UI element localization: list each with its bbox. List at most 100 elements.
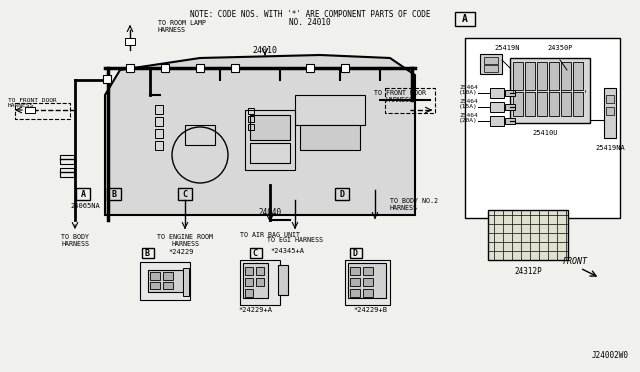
Bar bbox=[480, 54, 502, 74]
Bar bbox=[155, 141, 163, 150]
Text: *24229+A: *24229+A bbox=[238, 307, 272, 313]
Bar bbox=[60, 168, 74, 177]
Bar bbox=[348, 263, 386, 298]
Bar bbox=[341, 64, 349, 72]
Bar bbox=[183, 268, 189, 296]
Text: 24065NA: 24065NA bbox=[70, 203, 100, 209]
Bar bbox=[513, 62, 523, 90]
Text: B: B bbox=[145, 248, 150, 257]
Bar bbox=[185, 125, 215, 145]
Bar bbox=[161, 64, 169, 72]
Bar bbox=[243, 263, 268, 298]
Bar bbox=[125, 38, 135, 45]
Text: TO FRONT DOOR
HARNESS: TO FRONT DOOR HARNESS bbox=[374, 90, 426, 103]
Bar bbox=[455, 12, 475, 26]
Bar bbox=[345, 260, 390, 305]
Bar bbox=[561, 62, 571, 90]
Bar bbox=[178, 188, 192, 200]
Bar bbox=[245, 267, 253, 275]
Bar bbox=[484, 65, 498, 72]
Text: C: C bbox=[253, 248, 257, 257]
Bar bbox=[126, 64, 134, 72]
Bar bbox=[606, 95, 614, 103]
Bar bbox=[142, 248, 154, 258]
Bar bbox=[148, 270, 183, 292]
Bar bbox=[155, 129, 163, 138]
Bar bbox=[150, 272, 160, 280]
Bar bbox=[510, 58, 590, 123]
Bar bbox=[490, 116, 504, 126]
Text: 25464
(10A): 25464 (10A) bbox=[460, 84, 478, 95]
Text: B: B bbox=[111, 189, 116, 199]
Text: 24350P: 24350P bbox=[547, 45, 573, 51]
Bar bbox=[245, 278, 253, 286]
Bar bbox=[385, 88, 435, 113]
Text: 25464
(15A): 25464 (15A) bbox=[460, 99, 478, 109]
Bar bbox=[76, 188, 90, 200]
Bar bbox=[549, 92, 559, 116]
Text: 24040: 24040 bbox=[259, 208, 282, 217]
Text: NOTE: CODE NOS. WITH '*' ARE COMPONENT PARTS OF CODE: NOTE: CODE NOS. WITH '*' ARE COMPONENT P… bbox=[189, 10, 430, 19]
Bar bbox=[350, 289, 360, 297]
Bar bbox=[60, 155, 74, 164]
Bar bbox=[573, 62, 583, 90]
Text: TO EGI HARNESS: TO EGI HARNESS bbox=[267, 237, 323, 243]
Text: 25464
(20A): 25464 (20A) bbox=[460, 113, 478, 124]
Bar bbox=[245, 110, 295, 170]
Bar bbox=[256, 278, 264, 286]
Text: *24229+B: *24229+B bbox=[353, 307, 387, 313]
Bar bbox=[306, 64, 314, 72]
Bar bbox=[103, 75, 111, 83]
Text: TO BODY NO.2
HARNESS: TO BODY NO.2 HARNESS bbox=[390, 198, 438, 211]
Text: FRONT: FRONT bbox=[563, 257, 588, 266]
Text: D: D bbox=[339, 189, 344, 199]
Bar bbox=[606, 107, 614, 115]
Text: 24010: 24010 bbox=[253, 45, 278, 55]
Text: 25410U: 25410U bbox=[532, 130, 557, 136]
Bar bbox=[604, 88, 616, 138]
Polygon shape bbox=[105, 55, 415, 215]
Bar bbox=[350, 248, 362, 258]
Bar bbox=[245, 289, 253, 297]
Bar bbox=[505, 104, 515, 110]
Bar bbox=[363, 289, 373, 297]
Bar bbox=[363, 278, 373, 286]
Bar bbox=[505, 90, 515, 96]
Bar bbox=[163, 272, 173, 280]
Bar bbox=[537, 92, 547, 116]
Text: J24002W0: J24002W0 bbox=[591, 350, 628, 359]
Bar bbox=[561, 92, 571, 116]
Bar bbox=[150, 282, 160, 289]
Bar bbox=[490, 88, 504, 98]
Bar bbox=[250, 248, 262, 258]
Bar bbox=[465, 38, 620, 218]
Text: 24312P: 24312P bbox=[514, 267, 542, 276]
Text: *24345+A: *24345+A bbox=[270, 248, 304, 254]
Bar bbox=[107, 188, 121, 200]
Text: TO ROOM LAMP
HARNESS: TO ROOM LAMP HARNESS bbox=[158, 19, 206, 32]
Bar bbox=[350, 267, 360, 275]
Bar bbox=[155, 117, 163, 126]
Bar bbox=[525, 92, 535, 116]
Bar bbox=[573, 92, 583, 116]
Bar bbox=[537, 62, 547, 90]
Bar bbox=[248, 124, 254, 130]
Bar bbox=[363, 267, 373, 275]
Bar bbox=[335, 188, 349, 200]
Bar bbox=[250, 115, 290, 140]
Bar bbox=[488, 210, 568, 260]
Text: *24229: *24229 bbox=[168, 249, 193, 255]
Text: TO FRONT DOOR
HARNESS: TO FRONT DOOR HARNESS bbox=[8, 97, 57, 108]
Bar bbox=[256, 267, 264, 275]
Text: TO BODY
HARNESS: TO BODY HARNESS bbox=[61, 234, 89, 247]
Bar bbox=[250, 143, 290, 163]
Bar bbox=[350, 278, 360, 286]
Bar bbox=[231, 64, 239, 72]
Text: 25419NA: 25419NA bbox=[595, 145, 625, 151]
Bar bbox=[505, 118, 515, 124]
Text: C: C bbox=[182, 189, 188, 199]
Text: TO AIR BAG UNIT: TO AIR BAG UNIT bbox=[240, 232, 300, 238]
Bar bbox=[163, 282, 173, 289]
Bar bbox=[484, 57, 498, 64]
Bar bbox=[525, 62, 535, 90]
